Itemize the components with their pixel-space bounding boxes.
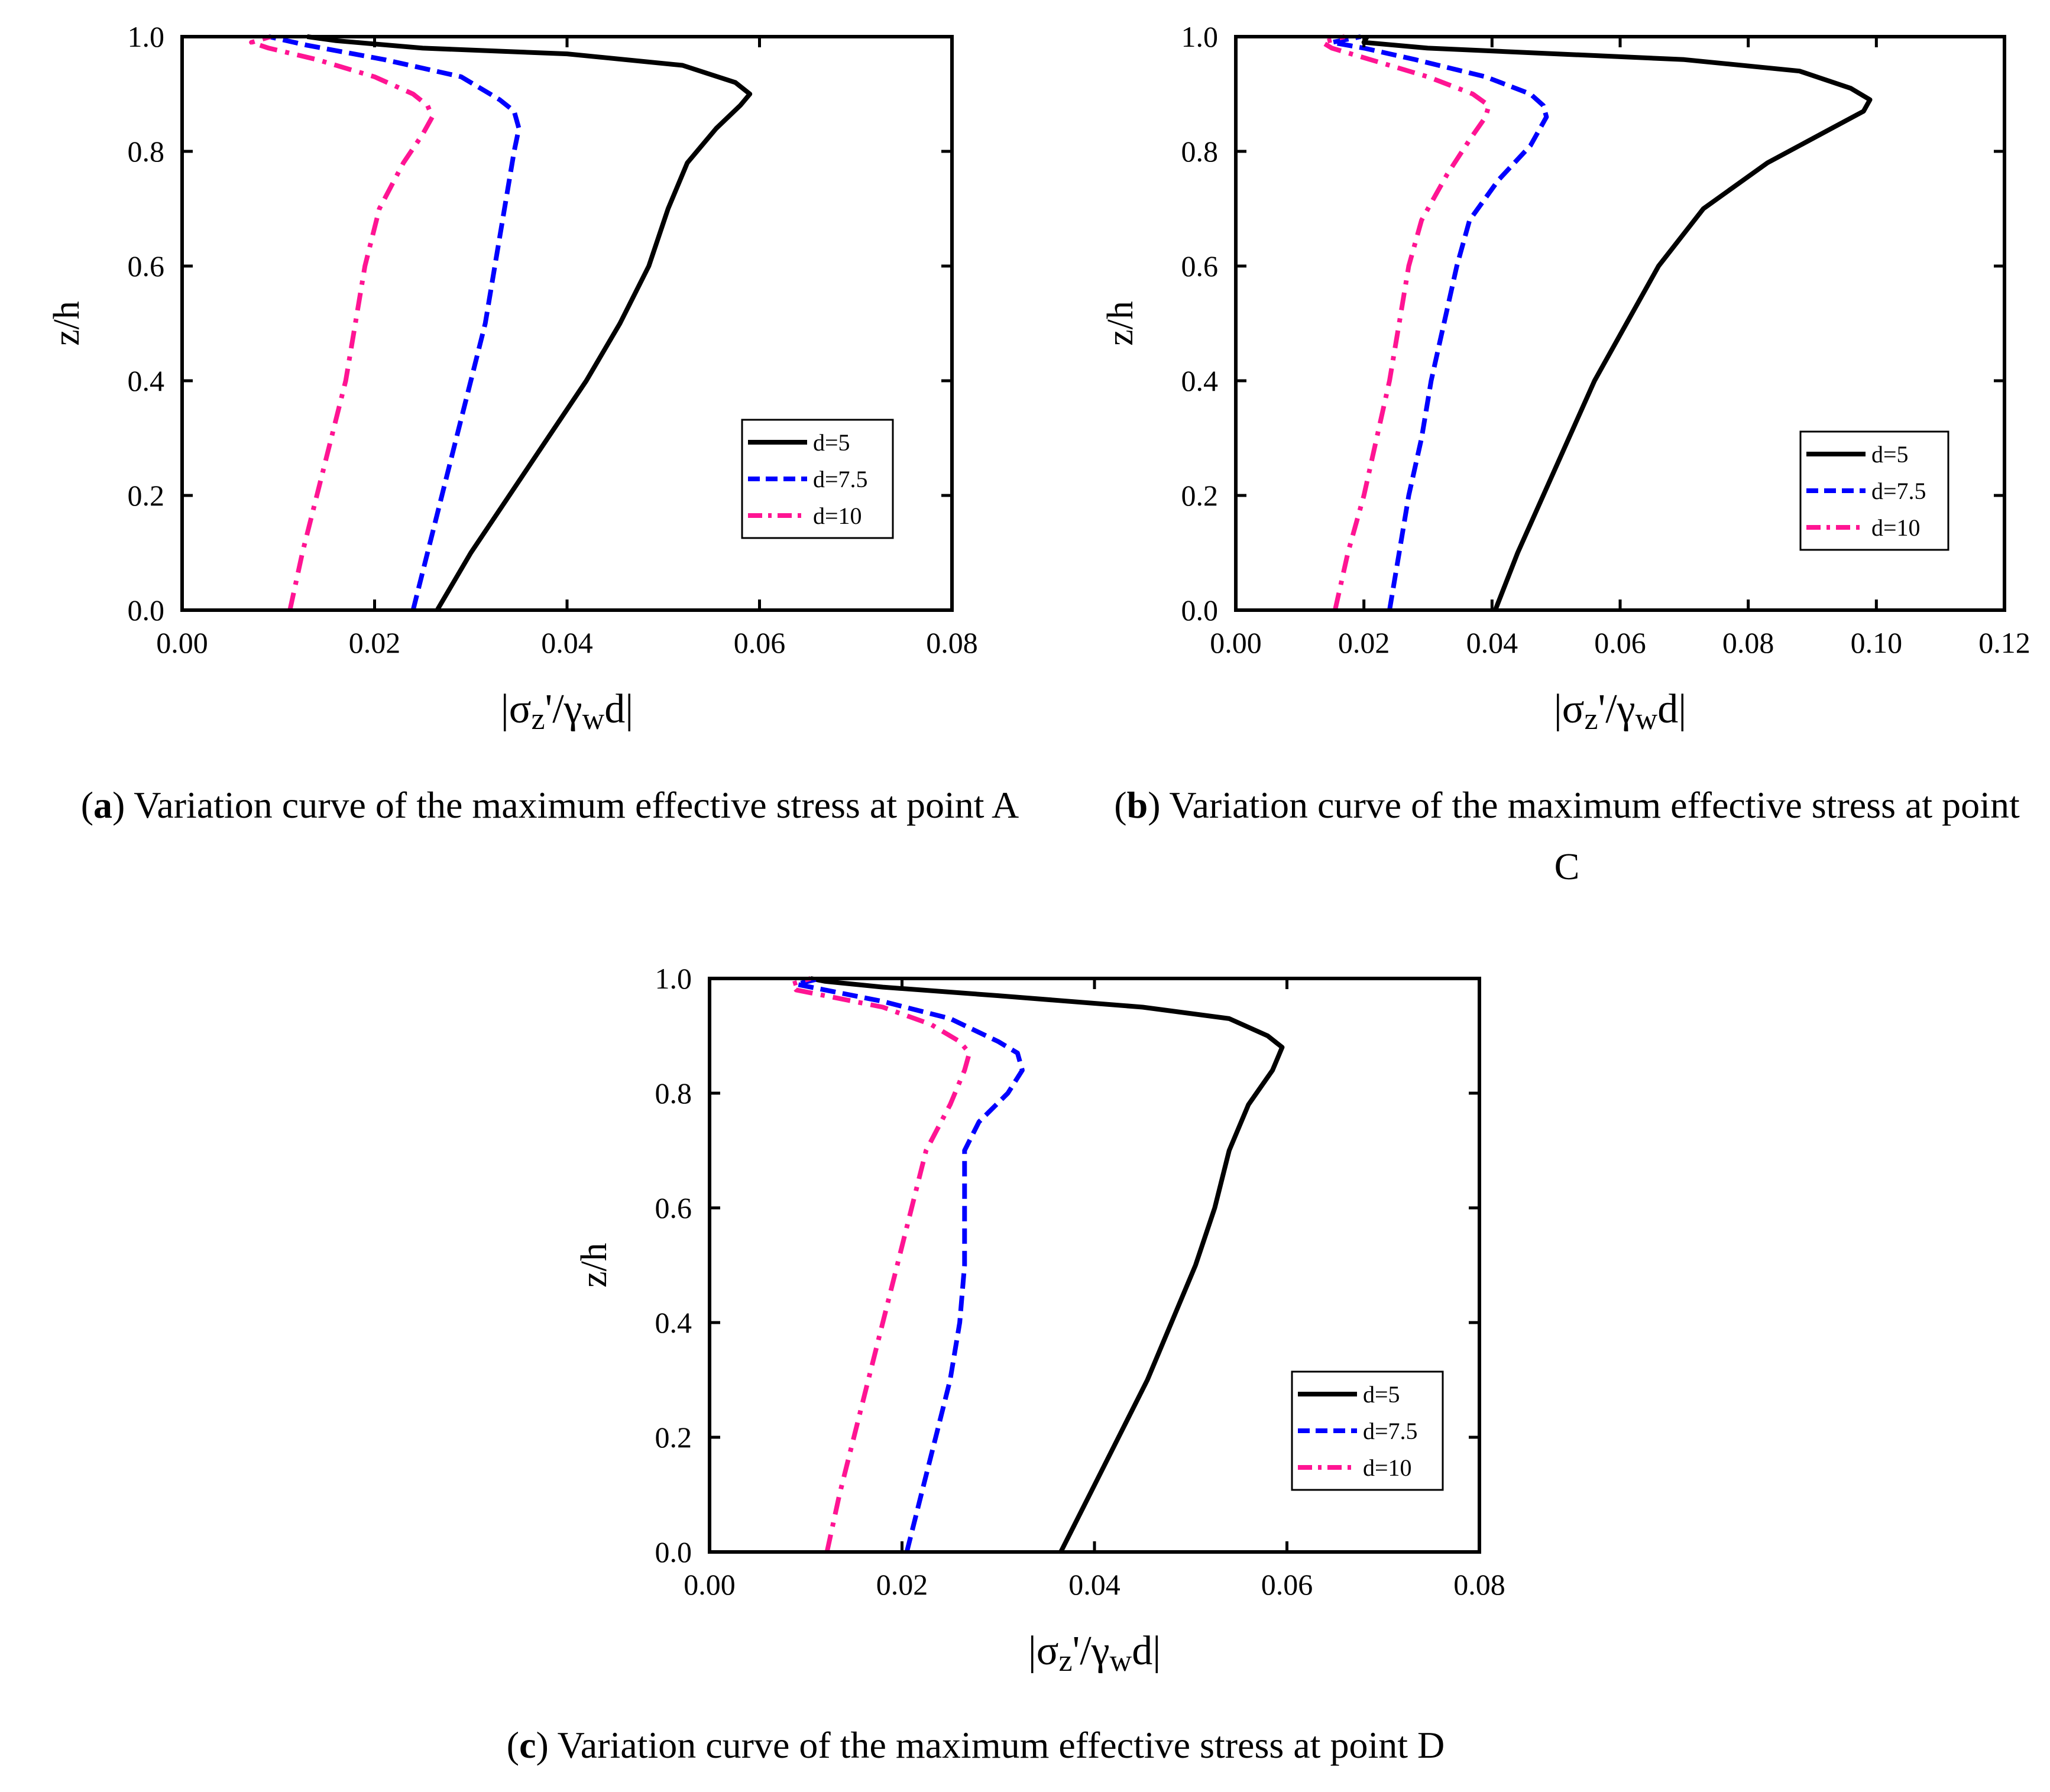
x-tick-label-b: 0.12 [1978,626,2030,659]
y-tick-label-b: 0.8 [1181,135,1219,168]
y-tick-label-b: 0.4 [1181,364,1219,397]
y-tick-label-c: 0.4 [655,1306,692,1339]
x-tick-label-a: 0.08 [926,626,978,659]
y-tick-label-c: 0.6 [655,1191,692,1224]
x-tick-label-a: 0.02 [349,626,401,659]
y-tick-label-b: 0.0 [1181,594,1219,627]
x-tick-label-b: 0.10 [1851,626,1903,659]
y-tick-label-a: 0.8 [128,135,165,168]
y-tick-label-a: 1.0 [128,20,165,53]
chart-panel-b: 0.00 0.02 0.04 0.06 0.08 0.10 0.12 0.0 0.2 0.4 0.6… [1100,20,2030,736]
legend-label-a-3: d=10 [813,503,862,529]
x-tick-label-a: 0.00 [156,626,208,659]
series-line-b-1 [1361,35,1873,611]
x-tick-label-c: 0.04 [1068,1568,1120,1601]
legend-label-b-3: d=10 [1871,514,1921,541]
x-tick-label-c: 0.08 [1453,1568,1505,1601]
x-axis-label-a: |σz'/γwd| [501,686,633,736]
y-tick-label-c: 0.2 [655,1421,692,1454]
x-tick-label-b: 0.06 [1594,626,1646,659]
series-line-a-1 [307,34,753,612]
x-tick-label-b: 0.04 [1466,626,1518,659]
y-tick-label-a: 0.2 [128,479,165,512]
y-tick-label-a: 0.4 [128,364,165,397]
x-tick-label-a: 0.04 [541,626,593,659]
legend-label-b-1: d=5 [1871,441,1909,468]
series-line-b-3 [1320,34,1491,611]
x-tick-label-b: 0.00 [1210,626,1262,659]
legend-label-a-1: d=5 [813,429,850,456]
series-line-a-2 [268,34,522,611]
x-tick-label-c: 0.02 [876,1568,928,1601]
y-axis-label-a: z/h [47,301,87,346]
series-line-c-2 [794,976,1025,1553]
series-line-c-3 [789,976,972,1553]
y-tick-label-a: 0.0 [128,594,165,627]
x-tick-label-c: 0.00 [684,1568,736,1601]
x-tick-label-a: 0.06 [734,626,786,659]
series-line-c-1 [810,976,1285,1553]
legend-label-c-1: d=5 [1363,1381,1400,1408]
chart-panel-c: 0.00 0.02 0.04 0.06 0.08 0.0 0.2 0.4 0.6 0.8 1.0 z/… [574,962,1505,1678]
y-tick-label-b: 1.0 [1181,20,1219,53]
x-tick-label-c: 0.06 [1261,1568,1313,1601]
caption-b: (b) Variation curve of the maximum effec… [1114,784,2020,887]
legend-label-c-2: d=7.5 [1363,1418,1418,1444]
x-tick-label-b: 0.02 [1338,626,1390,659]
x-axis-label-b: |σz'/γwd| [1554,686,1686,736]
chart-panel-a: 0.00 0.02 0.04 0.06 0.08 0.0 0.2 0.4 0.6 0.8 1.0 z/… [47,20,978,736]
x-axis-label-c: |σz'/γwd| [1028,1628,1161,1678]
x-tick-label-b: 0.08 [1722,626,1774,659]
y-tick-label-a: 0.6 [128,249,165,283]
y-tick-label-c: 1.0 [655,962,692,995]
series-line-b-2 [1329,34,1549,611]
legend-label-c-3: d=10 [1363,1454,1412,1481]
y-axis-label-b: z/h [1100,301,1141,346]
caption-a: (a) Variation curve of the maximum effec… [80,784,1019,826]
y-tick-label-c: 0.0 [655,1535,692,1569]
series-line-a-3 [249,34,435,611]
y-tick-label-b: 0.6 [1181,249,1219,283]
legend-label-a-2: d=7.5 [813,466,868,492]
y-axis-label-c: z/h [574,1243,614,1288]
y-tick-label-b: 0.2 [1181,479,1219,512]
legend-label-b-2: d=7.5 [1871,478,1926,504]
y-tick-label-c: 0.8 [655,1077,692,1110]
caption-c: (c) Variation curve of the maximum effec… [506,1724,1445,1766]
